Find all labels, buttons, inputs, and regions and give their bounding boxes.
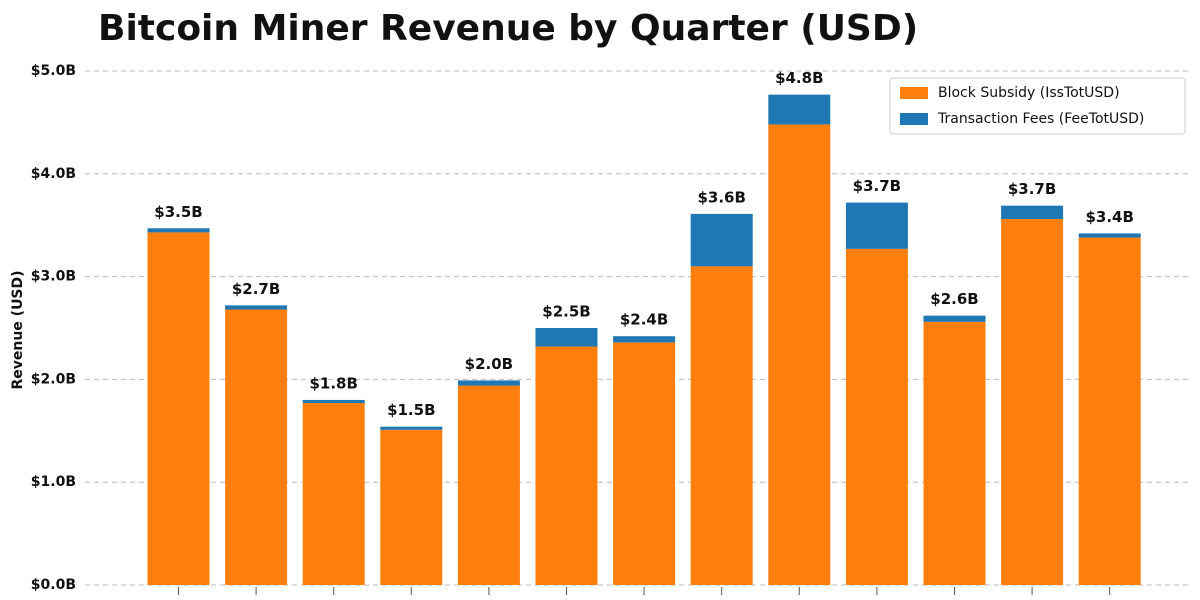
total-label: $1.5B [387, 401, 435, 419]
legend-label: Transaction Fees (FeeTotUSD) [937, 111, 1144, 127]
bar-segment [923, 321, 986, 585]
bar-segment [457, 385, 520, 585]
total-label: $2.6B [930, 290, 978, 308]
y-tick-label: $1.0B [31, 474, 76, 490]
legend-swatch [900, 113, 928, 125]
bar-segment [380, 429, 443, 585]
total-label: $2.7B [232, 280, 280, 298]
total-label: $3.7B [853, 177, 901, 195]
y-tick-label: $4.0B [31, 166, 76, 182]
total-label: $1.8B [309, 374, 357, 392]
bar-segment [380, 426, 443, 430]
bar-segment [923, 315, 986, 322]
bar-segment [1078, 233, 1141, 238]
bar-segment [302, 399, 365, 404]
legend-box [889, 77, 1186, 135]
bar-segment [1001, 205, 1064, 220]
bar-segment [845, 202, 908, 249]
bar-segment [225, 309, 288, 585]
bar-segment [768, 94, 831, 125]
total-label: $2.5B [542, 303, 590, 321]
bar-segment [535, 346, 598, 585]
bar-segment [613, 342, 676, 585]
bar-segment [302, 403, 365, 585]
total-label: $3.7B [1008, 180, 1056, 198]
total-label: $3.4B [1085, 208, 1133, 226]
bar-segment [457, 380, 520, 386]
y-tick-label: $0.0B [31, 577, 76, 593]
bar-segment [690, 213, 753, 267]
chart-title: Bitcoin Miner Revenue by Quarter (USD) [98, 8, 918, 49]
total-label: $4.8B [775, 69, 823, 87]
total-label: $2.4B [620, 311, 668, 329]
bar-segment [1001, 219, 1064, 586]
y-tick-label: $3.0B [31, 269, 76, 285]
bar-segment [225, 305, 288, 310]
bar-segment [535, 328, 598, 347]
bar-segment [768, 124, 831, 586]
bar-segment [690, 266, 753, 585]
legend-label: Block Subsidy (IssTotUSD) [938, 85, 1120, 101]
y-axis-label: Revenue (USD) [10, 270, 26, 389]
bar-segment [147, 232, 210, 585]
bar-segment [845, 248, 908, 585]
total-label: $2.0B [465, 355, 513, 373]
y-tick-label: $2.0B [31, 371, 76, 387]
total-label: $3.5B [154, 203, 202, 221]
bar-segment [613, 336, 676, 343]
bar-segment [1078, 237, 1141, 585]
legend-swatch [900, 87, 928, 99]
y-tick-label: $5.0B [31, 63, 76, 79]
total-label: $3.6B [697, 188, 745, 206]
bar-segment [147, 228, 210, 233]
